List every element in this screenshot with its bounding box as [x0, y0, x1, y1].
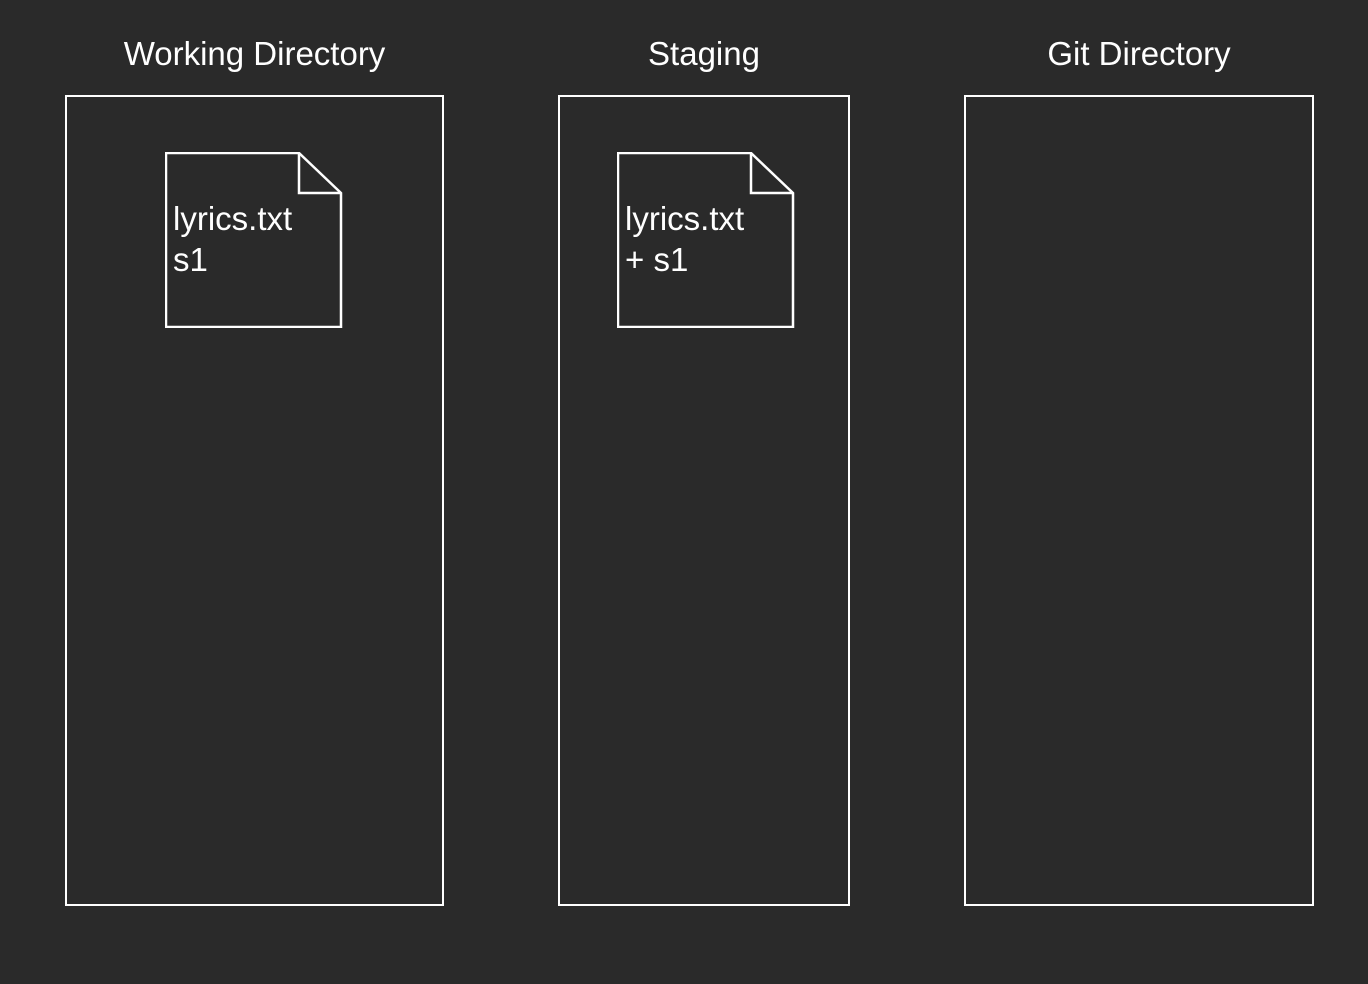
working-file-name: lyrics.txt: [173, 200, 293, 237]
working-file-node: lyrics.txt s1: [165, 152, 343, 328]
working-directory-box: [65, 95, 444, 906]
staging-title: Staging: [648, 35, 760, 72]
file-icon: [617, 152, 795, 328]
staging-file-name: lyrics.txt: [625, 200, 745, 237]
working-file-content: s1: [173, 241, 208, 278]
git-directory-box: [964, 95, 1314, 906]
staging-file-node: lyrics.txt + s1: [617, 152, 795, 328]
file-icon: [165, 152, 343, 328]
staging-box: [558, 95, 850, 906]
staging-file-content: + s1: [625, 241, 689, 278]
working-directory-title: Working Directory: [123, 35, 386, 72]
git-directory-title: Git Directory: [1047, 35, 1231, 72]
